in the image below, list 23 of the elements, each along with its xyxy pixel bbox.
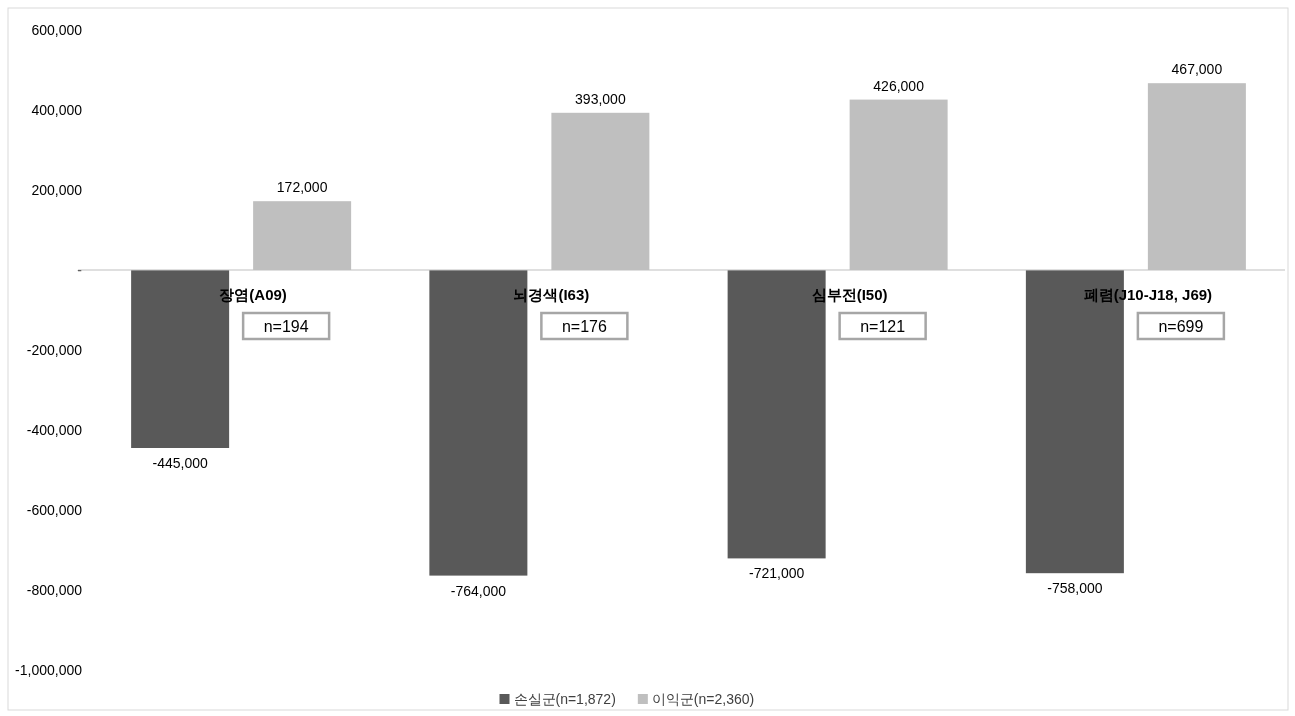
legend-label: 이익군(n=2,360) <box>651 691 755 707</box>
data-label: 393,000 <box>575 90 626 107</box>
y-tick-label: 600,000 <box>31 22 83 38</box>
y-tick-label: -600,000 <box>26 502 83 518</box>
annotation: n=176 <box>561 318 607 335</box>
annotation: n=121 <box>860 318 906 335</box>
data-label: -764,000 <box>450 582 507 599</box>
data-label: -758,000 <box>1047 580 1103 597</box>
y-tick-label: -200,000 <box>26 342 83 358</box>
annotation: n=699 <box>1158 318 1204 335</box>
y-tick-label: -800,000 <box>26 582 83 598</box>
y-tick-label: -400,000 <box>26 422 83 438</box>
y-tick-label: - <box>77 262 83 278</box>
data-label: 172,000 <box>276 179 328 196</box>
y-tick-label: -1,000,000 <box>15 662 83 678</box>
y-tick-label: 400,000 <box>31 102 83 118</box>
data-label: -721,000 <box>748 565 805 582</box>
data-label: -445,000 <box>152 455 208 471</box>
data-label: 467,000 <box>1171 61 1223 78</box>
y-tick-label: 200,000 <box>31 182 83 198</box>
annotation: n=194 <box>263 318 309 335</box>
legend-label: 손실군(n=1,872) <box>513 691 616 707</box>
data-label: 426,000 <box>873 77 925 94</box>
